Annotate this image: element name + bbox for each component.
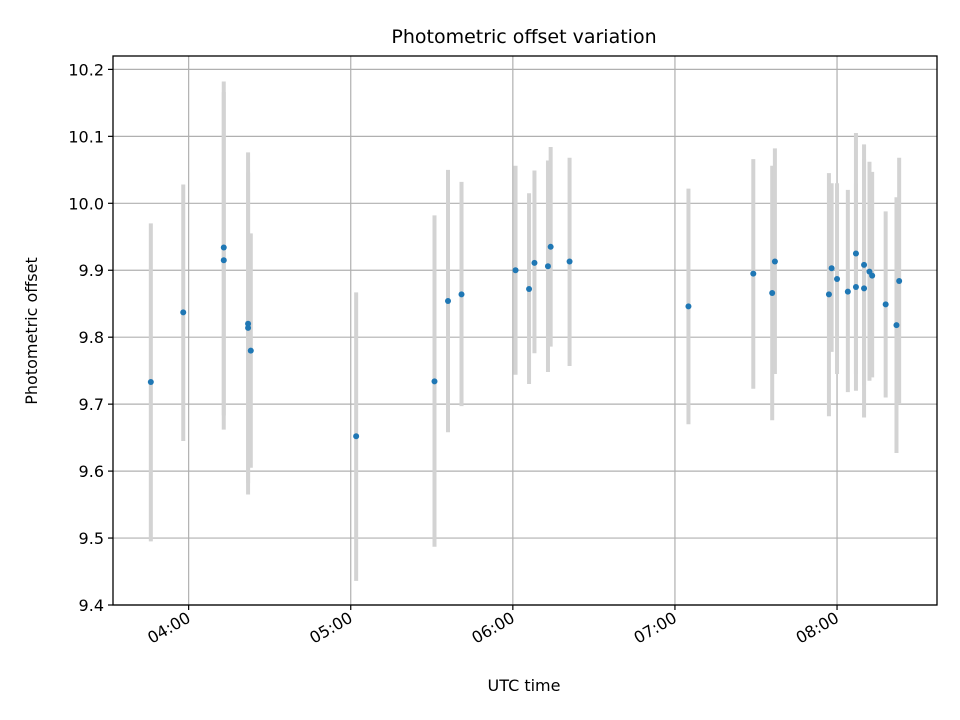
data-point <box>844 288 851 295</box>
data-point <box>685 303 692 310</box>
data-point <box>882 301 889 308</box>
data-point <box>566 258 573 265</box>
data-point <box>531 259 538 266</box>
data-point <box>825 291 832 298</box>
data-point <box>769 290 776 297</box>
data-point <box>431 378 438 385</box>
data-point <box>861 285 868 292</box>
data-point <box>526 285 533 292</box>
data-point <box>828 265 835 272</box>
data-point <box>771 258 778 265</box>
x-axis-title: UTC time <box>488 676 561 695</box>
y-axis-title: Photometric offset <box>22 257 41 405</box>
data-point <box>896 277 903 284</box>
data-point <box>512 267 519 274</box>
data-point <box>180 309 187 316</box>
plot-frame <box>112 55 938 606</box>
data-point <box>750 270 757 277</box>
data-point <box>834 275 841 282</box>
data-point <box>852 250 859 257</box>
data-point <box>247 347 254 354</box>
y-tick-label: 10.0 <box>68 194 104 213</box>
data-point <box>547 243 554 250</box>
data-point <box>220 257 227 264</box>
data-point <box>544 263 551 270</box>
y-axis-ticks: 9.4 9.5 9.6 9.7 9.8 9.9 10.0 10.1 10.2 <box>68 60 113 615</box>
y-tick-label: 10.2 <box>68 60 104 79</box>
data-point <box>353 433 360 440</box>
data-point <box>869 272 876 279</box>
data-point <box>458 291 465 298</box>
data-point <box>445 298 452 305</box>
data-point <box>147 379 154 386</box>
data-point <box>893 322 900 329</box>
y-tick-label: 9.6 <box>79 462 104 481</box>
chart-title: Photometric offset variation <box>391 26 656 48</box>
data-point <box>852 283 859 290</box>
y-tick-label: 10.1 <box>68 127 104 146</box>
y-tick-label: 9.5 <box>79 529 104 548</box>
y-tick-label: 9.4 <box>79 596 104 615</box>
data-point <box>245 324 252 331</box>
data-points <box>147 243 903 440</box>
y-tick-label: 9.9 <box>79 261 104 280</box>
y-tick-label: 9.7 <box>79 395 104 414</box>
data-point <box>861 261 868 268</box>
data-point <box>220 244 227 251</box>
y-tick-label: 9.8 <box>79 328 104 347</box>
